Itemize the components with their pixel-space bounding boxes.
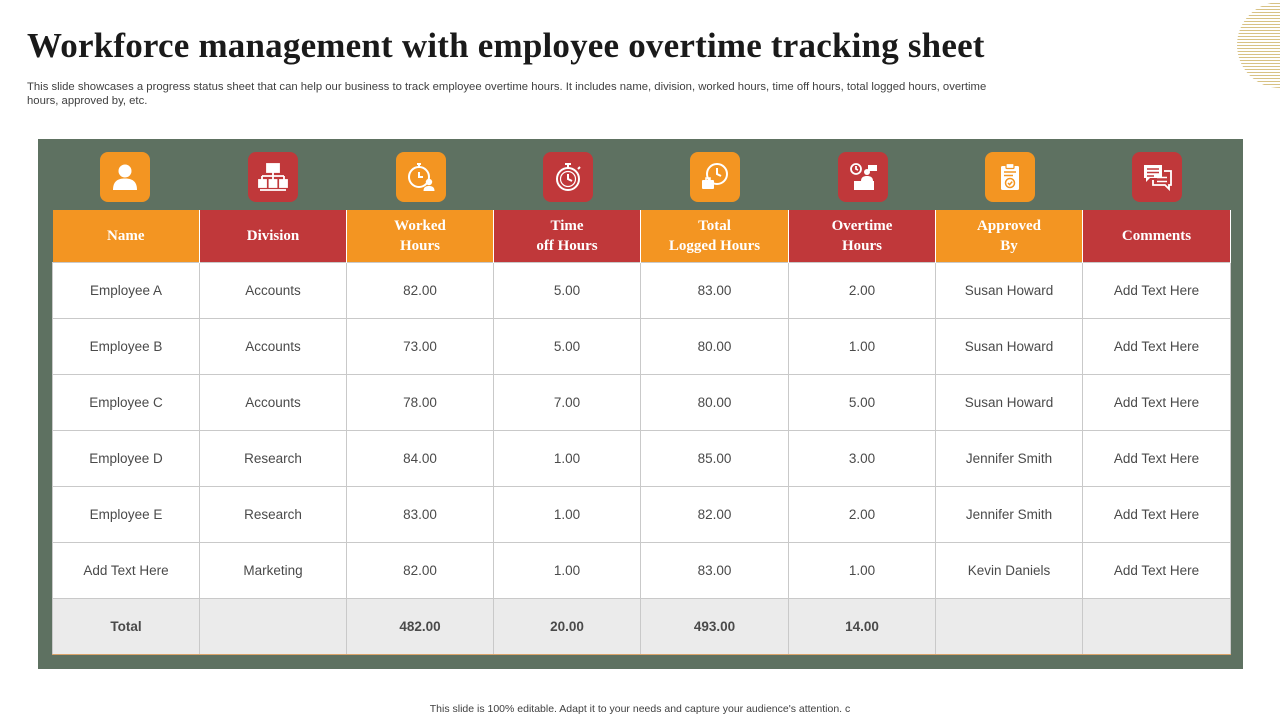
cell-approved-by: Kevin Daniels <box>935 541 1083 599</box>
cell-overtime-hours: 1.00 <box>788 541 936 599</box>
header-name: Name <box>52 210 200 262</box>
cell-total-logged-hours: 83.00 <box>640 541 789 599</box>
header-total-logged-hours: Total Logged Hours <box>640 210 789 262</box>
table-row: Employee A Accounts 82.00 5.00 83.00 2.0… <box>52 261 1231 319</box>
table-row: Add Text Here Marketing 82.00 1.00 83.00… <box>52 541 1231 599</box>
header-comments: Comments <box>1082 210 1231 262</box>
cell-name: Employee D <box>52 429 200 487</box>
cell-approved-by: Susan Howard <box>935 373 1083 431</box>
clipboard-check-icon <box>985 152 1035 202</box>
cell-division: Research <box>199 485 347 543</box>
total-logged-hours: 493.00 <box>640 597 789 655</box>
stopwatch-user-icon <box>396 152 446 202</box>
cell-approved-by: Susan Howard <box>935 317 1083 375</box>
cell-approved-by: Susan Howard <box>935 261 1083 319</box>
table-header-row: Name Division Worked Hours Time off Hours … <box>52 210 1231 262</box>
cell-division: Accounts <box>199 261 347 319</box>
cell-time-off-hours: 5.00 <box>493 261 641 319</box>
presenter-icon <box>838 152 888 202</box>
cell-overtime-hours: 2.00 <box>788 485 936 543</box>
organization-icon <box>248 152 298 202</box>
decorative-circle <box>1237 2 1280 88</box>
total-approved-by <box>935 597 1083 655</box>
header-approved-by: Approved By <box>935 210 1083 262</box>
cell-overtime-hours: 5.00 <box>788 373 936 431</box>
total-row: Total 482.00 20.00 493.00 14.00 <box>52 597 1231 655</box>
page-subtitle: This slide showcases a progress status s… <box>27 81 987 107</box>
cell-division: Marketing <box>199 541 347 599</box>
cell-total-logged-hours: 80.00 <box>640 373 789 431</box>
cell-overtime-hours: 2.00 <box>788 261 936 319</box>
footer-note: This slide is 100% editable. Adapt it to… <box>429 703 851 715</box>
header-worked-hours: Worked Hours <box>346 210 494 262</box>
icon-row <box>52 152 1229 202</box>
cell-worked-hours: 82.00 <box>346 261 494 319</box>
header-overtime-hours: Overtime Hours <box>788 210 936 262</box>
cell-total-logged-hours: 82.00 <box>640 485 789 543</box>
cell-overtime-hours: 1.00 <box>788 317 936 375</box>
table-row: Employee C Accounts 78.00 7.00 80.00 5.0… <box>52 373 1231 431</box>
table-row: Employee B Accounts 73.00 5.00 80.00 1.0… <box>52 317 1231 375</box>
cell-total-logged-hours: 83.00 <box>640 261 789 319</box>
cell-division: Accounts <box>199 373 347 431</box>
cell-total-logged-hours: 85.00 <box>640 429 789 487</box>
cell-time-off-hours: 7.00 <box>493 373 641 431</box>
total-label: Total <box>52 597 200 655</box>
cell-worked-hours: 84.00 <box>346 429 494 487</box>
cell-time-off-hours: 5.00 <box>493 317 641 375</box>
header-division: Division <box>199 210 347 262</box>
cell-worked-hours: 73.00 <box>346 317 494 375</box>
stopwatch-icon <box>543 152 593 202</box>
cell-overtime-hours: 3.00 <box>788 429 936 487</box>
cell-total-logged-hours: 80.00 <box>640 317 789 375</box>
table-row: Employee D Research 84.00 1.00 85.00 3.0… <box>52 429 1231 487</box>
cell-comments: Add Text Here <box>1082 373 1231 431</box>
cell-name: Employee C <box>52 373 200 431</box>
clock-briefcase-icon <box>690 152 740 202</box>
cell-division: Accounts <box>199 317 347 375</box>
table-row: Employee E Research 83.00 1.00 82.00 2.0… <box>52 485 1231 543</box>
chat-bubbles-icon <box>1132 152 1182 202</box>
cell-comments: Add Text Here <box>1082 429 1231 487</box>
total-overtime-hours: 14.00 <box>788 597 936 655</box>
total-comments <box>1082 597 1231 655</box>
cell-time-off-hours: 1.00 <box>493 485 641 543</box>
cell-comments: Add Text Here <box>1082 541 1231 599</box>
cell-approved-by: Jennifer Smith <box>935 429 1083 487</box>
cell-worked-hours: 82.00 <box>346 541 494 599</box>
cell-division: Research <box>199 429 347 487</box>
cell-comments: Add Text Here <box>1082 485 1231 543</box>
cell-comments: Add Text Here <box>1082 317 1231 375</box>
cell-comments: Add Text Here <box>1082 261 1231 319</box>
overtime-table: Name Division Worked Hours Time off Hours … <box>52 210 1231 655</box>
cell-name: Add Text Here <box>52 541 200 599</box>
cell-worked-hours: 83.00 <box>346 485 494 543</box>
header-time-off-hours: Time off Hours <box>493 210 641 262</box>
cell-name: Employee E <box>52 485 200 543</box>
cell-worked-hours: 78.00 <box>346 373 494 431</box>
user-icon <box>100 152 150 202</box>
cell-name: Employee B <box>52 317 200 375</box>
page-title: Workforce management with employee overt… <box>27 26 985 65</box>
cell-time-off-hours: 1.00 <box>493 541 641 599</box>
cell-approved-by: Jennifer Smith <box>935 485 1083 543</box>
total-division <box>199 597 347 655</box>
total-time-off-hours: 20.00 <box>493 597 641 655</box>
total-worked-hours: 482.00 <box>346 597 494 655</box>
cell-time-off-hours: 1.00 <box>493 429 641 487</box>
cell-name: Employee A <box>52 261 200 319</box>
